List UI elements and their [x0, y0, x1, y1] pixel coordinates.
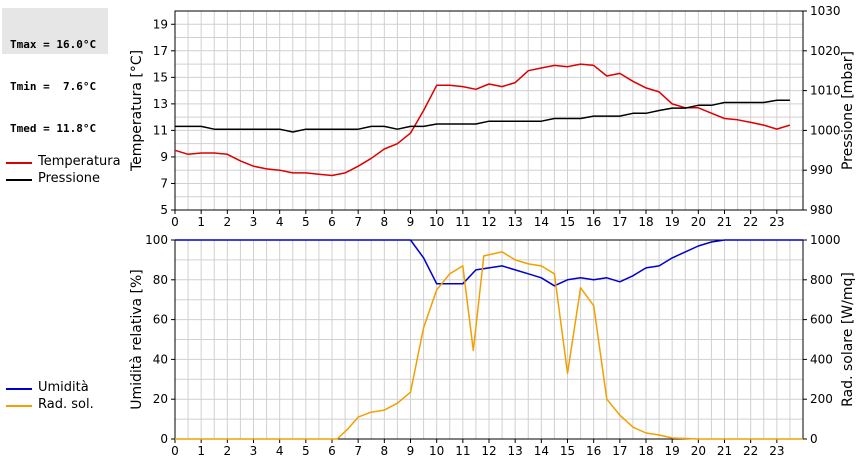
y-tick-label-right: 1000 [810, 233, 841, 247]
y-axis-title-left: Temperatura [°C] [129, 50, 145, 172]
y-tick-label-left: 40 [153, 352, 168, 366]
x-tick-label: 13 [508, 215, 523, 229]
x-tick-label: 19 [665, 215, 680, 229]
y-tick-label-left: 15 [153, 70, 168, 84]
x-tick-label: 17 [612, 444, 627, 458]
x-tick-label: 0 [171, 444, 179, 458]
y-tick-label-right: 980 [810, 203, 833, 217]
x-tick-label: 12 [481, 215, 496, 229]
x-tick-label: 18 [638, 444, 653, 458]
stat-tmax: Tmax = 16.0°C [10, 38, 97, 51]
legend-label: Pressione [38, 171, 101, 186]
y-tick-label-right: 1030 [810, 4, 841, 18]
y-tick-label-right: 0 [810, 432, 818, 446]
x-tick-label: 11 [455, 215, 470, 229]
x-tick-label: 15 [560, 215, 575, 229]
x-tick-label: 4 [276, 215, 284, 229]
x-tick-label: 2 [224, 215, 232, 229]
x-tick-label: 3 [250, 444, 258, 458]
x-tick-label: 8 [381, 215, 389, 229]
y-tick-label-left: 0 [160, 432, 168, 446]
x-tick-label: 20 [691, 215, 706, 229]
series-line-umidit [175, 239, 803, 287]
x-tick-label: 21 [717, 444, 732, 458]
x-tick-label: 18 [638, 215, 653, 229]
y-axis-title-left: Umidità relativa [%] [129, 269, 145, 410]
stats-box: Tmax = 16.0°C Tmin = 7.6°C Tmed = 11.8°C [2, 8, 108, 135]
y-tick-label-left: 17 [153, 44, 168, 58]
y-tick-label-right: 990 [810, 163, 833, 177]
legend-label: Umidità [38, 380, 89, 395]
legend-label: Temperatura [38, 154, 121, 169]
x-tick-label: 1 [197, 444, 205, 458]
x-tick-label: 12 [481, 444, 496, 458]
y-tick-label-left: 60 [153, 313, 168, 327]
y-tick-label-left: 7 [160, 176, 168, 190]
y-tick-label-left: 9 [160, 150, 168, 164]
y-tick-label-right: 200 [810, 392, 833, 406]
y-tick-label-left: 11 [153, 123, 168, 137]
y-tick-label-right: 1020 [810, 44, 841, 58]
x-tick-label: 1 [197, 215, 205, 229]
y-axis-title-right: Pressione [mbar] [840, 51, 856, 170]
x-tick-label: 22 [743, 215, 758, 229]
y-tick-label-right: 1010 [810, 84, 841, 98]
y-tick-label-left: 5 [160, 203, 168, 217]
x-tick-label: 14 [534, 444, 549, 458]
y-tick-label-left: 80 [153, 273, 168, 287]
series-line-pressione [175, 99, 790, 133]
x-tick-label: 9 [407, 215, 415, 229]
y-tick-label-left: 13 [153, 97, 168, 111]
x-tick-label: 11 [455, 444, 470, 458]
x-tick-label: 23 [769, 444, 784, 458]
legend-label: Rad. sol. [38, 397, 94, 412]
legend-swatch-rad-sol [6, 405, 32, 407]
x-tick-label: 20 [691, 444, 706, 458]
x-tick-label: 10 [429, 215, 444, 229]
x-tick-label: 2 [224, 444, 232, 458]
x-tick-label: 8 [381, 444, 389, 458]
x-tick-label: 13 [508, 444, 523, 458]
y-tick-label-left: 20 [153, 392, 168, 406]
x-tick-label: 3 [250, 215, 258, 229]
x-tick-label: 7 [354, 444, 362, 458]
x-tick-label: 14 [534, 215, 549, 229]
x-tick-label: 5 [302, 444, 310, 458]
x-tick-label: 16 [586, 215, 601, 229]
y-axis-title-right: Rad. solare [W/mq] [840, 272, 856, 407]
x-tick-label: 15 [560, 444, 575, 458]
x-tick-label: 4 [276, 444, 284, 458]
stat-tmed: Tmed = 11.8°C [10, 122, 97, 135]
x-tick-label: 21 [717, 215, 732, 229]
x-tick-label: 19 [665, 444, 680, 458]
y-tick-label-right: 800 [810, 273, 833, 287]
x-tick-label: 7 [354, 215, 362, 229]
legend-swatch-temperatura [6, 162, 32, 164]
y-tick-label-left: 19 [153, 17, 168, 31]
y-tick-label-right: 600 [810, 313, 833, 327]
y-tick-label-right: 1000 [810, 123, 841, 137]
x-tick-label: 5 [302, 215, 310, 229]
x-tick-label: 9 [407, 444, 415, 458]
series-line-rad-sol [175, 251, 803, 440]
y-tick-label-right: 400 [810, 352, 833, 366]
x-tick-label: 16 [586, 444, 601, 458]
x-tick-label: 23 [769, 215, 784, 229]
series-line-temperatura [174, 63, 791, 177]
legend-swatch-pressione [6, 179, 32, 181]
stat-tmin: Tmin = 7.6°C [10, 80, 97, 93]
y-tick-label-left: 100 [145, 233, 168, 247]
legend-swatch-umidita [6, 388, 32, 390]
x-tick-label: 17 [612, 215, 627, 229]
x-tick-label: 6 [328, 444, 336, 458]
x-tick-label: 0 [171, 215, 179, 229]
x-tick-label: 6 [328, 215, 336, 229]
x-tick-label: 10 [429, 444, 444, 458]
x-tick-label: 22 [743, 444, 758, 458]
